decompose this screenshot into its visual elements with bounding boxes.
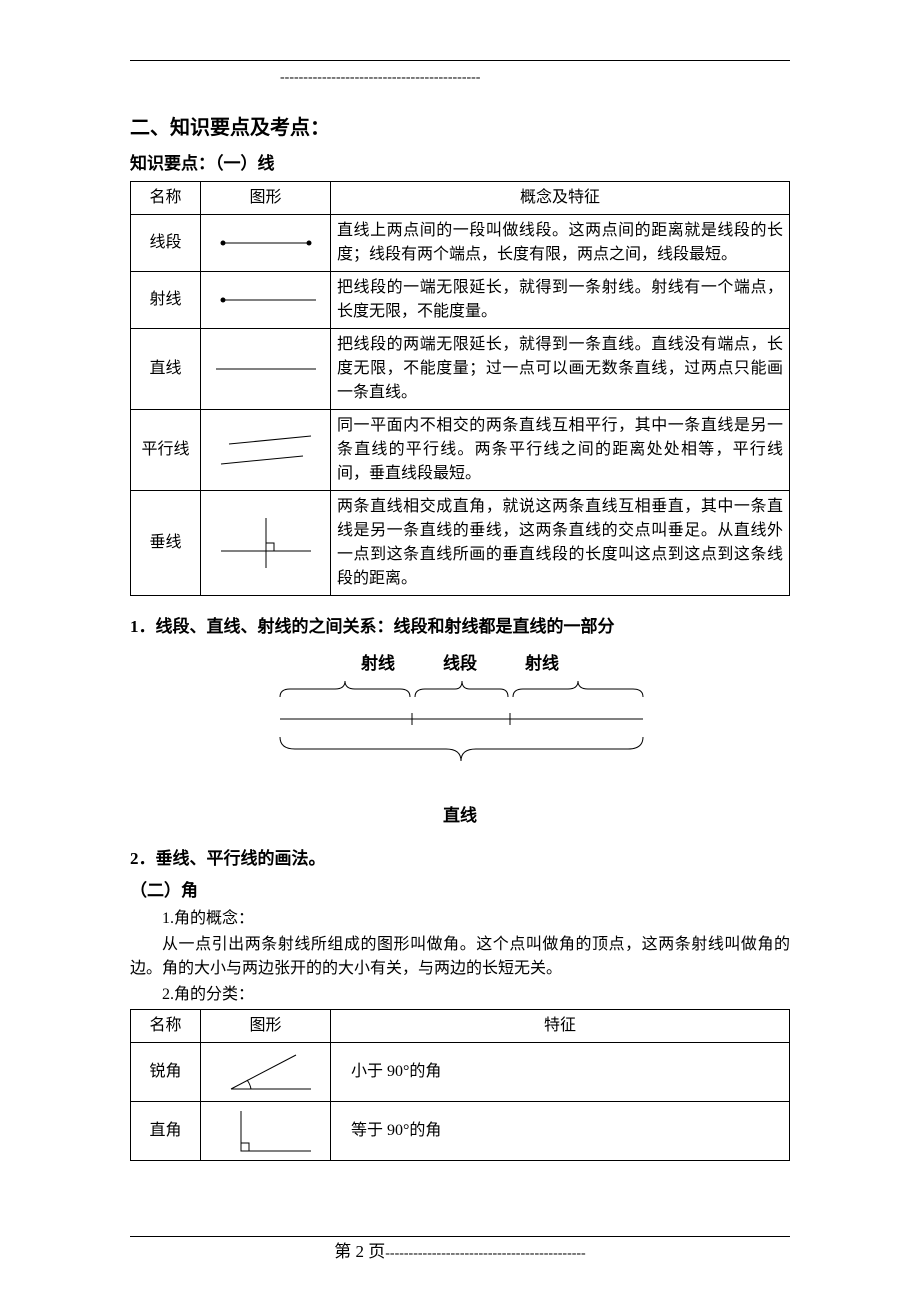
page: ----------------------------------------… bbox=[0, 0, 920, 1302]
row-desc: 两条直线相交成直角，就说这两条直线互相垂直，其中一条直线是另一条直线的垂线，这两… bbox=[331, 490, 790, 595]
row-desc: 把线段的一端无限延长，就得到一条射线。射线有一个端点，长度无限，不能度量。 bbox=[331, 271, 790, 328]
th-name: 名称 bbox=[131, 181, 201, 214]
row-name: 直角 bbox=[131, 1102, 201, 1161]
relation-title: 1．线段、直线、射线的之间关系：线段和射线都是直线的一部分 bbox=[130, 614, 790, 640]
row-name: 垂线 bbox=[131, 490, 201, 595]
th-desc: 概念及特征 bbox=[331, 181, 790, 214]
brace-label: 线段 bbox=[443, 651, 477, 677]
line-icon bbox=[201, 328, 331, 409]
th-desc: 特征 bbox=[331, 1010, 790, 1043]
kp1-label: 知识要点：（一）线 bbox=[130, 151, 790, 177]
ray-icon bbox=[201, 271, 331, 328]
line-relation-diagram: 射线 线段 射线 直线 bbox=[130, 651, 790, 828]
footer-dashes: ----------------------------------------… bbox=[385, 1246, 585, 1261]
row-name: 射线 bbox=[131, 271, 201, 328]
header-dashes: ----------------------------------------… bbox=[280, 67, 790, 85]
line-bottom-label: 直线 bbox=[130, 803, 790, 829]
th-fig: 图形 bbox=[201, 1010, 331, 1043]
table-header-row: 名称 图形 特征 bbox=[131, 1010, 790, 1043]
angle-def-text: 从一点引出两条射线所组成的图形叫做角。这个点叫做角的顶点，这两条射线叫做角的边。… bbox=[130, 933, 790, 981]
footer-text: 第 2 页-----------------------------------… bbox=[130, 1239, 790, 1265]
p2-title: 2．垂线、平行线的画法。 bbox=[130, 846, 790, 872]
acute-angle-icon bbox=[201, 1043, 331, 1102]
row-desc: 把线段的两端无限延长，就得到一条直线。直线没有端点，长度无限，不能度量；过一点可… bbox=[331, 328, 790, 409]
row-name: 线段 bbox=[131, 214, 201, 271]
row-desc: 小于 90°的角 bbox=[331, 1043, 790, 1102]
table-row: 垂线 两条直线相交成直角，就说这两条直线互相垂直，其中一条直线是另一条直线的垂线… bbox=[131, 490, 790, 595]
th-name: 名称 bbox=[131, 1010, 201, 1043]
brace-diagram-icon bbox=[250, 679, 670, 789]
row-name: 锐角 bbox=[131, 1043, 201, 1102]
angle-def-label: 1.角的概念： bbox=[130, 907, 790, 931]
brace-label: 射线 bbox=[525, 651, 559, 677]
table-row: 射线 把线段的一端无限延长，就得到一条射线。射线有一个端点，长度无限，不能度量。 bbox=[131, 271, 790, 328]
row-desc: 直线上两点间的一段叫做线段。这两点间的距离就是线段的长度；线段有两个端点，长度有… bbox=[331, 214, 790, 271]
table-row: 平行线 同一平面内不相交的两条直线互相平行，其中一条直线是另一条直线的平行线。两… bbox=[131, 409, 790, 490]
top-rule bbox=[130, 60, 790, 61]
row-desc: 同一平面内不相交的两条直线互相平行，其中一条直线是另一条直线的平行线。两条平行线… bbox=[331, 409, 790, 490]
perpendicular-icon bbox=[201, 490, 331, 595]
row-name: 平行线 bbox=[131, 409, 201, 490]
footer-rule bbox=[130, 1236, 790, 1237]
th-fig: 图形 bbox=[201, 181, 331, 214]
brace-label-row: 射线 线段 射线 bbox=[130, 651, 790, 677]
footer: 第 2 页-----------------------------------… bbox=[130, 1236, 790, 1265]
table-row: 直线 把线段的两端无限延长，就得到一条直线。直线没有端点，长度无限，不能度量；过… bbox=[131, 328, 790, 409]
table-angles: 名称 图形 特征 锐角 小于 90°的角 直角 等于 90°的角 bbox=[130, 1009, 790, 1161]
right-angle-icon bbox=[201, 1102, 331, 1161]
table-row: 直角 等于 90°的角 bbox=[131, 1102, 790, 1161]
brace-label: 射线 bbox=[361, 651, 395, 677]
row-name: 直线 bbox=[131, 328, 201, 409]
table-lines: 名称 图形 概念及特征 线段 直线上两点间的一段叫做线段。这两点间的距离就是线段… bbox=[130, 181, 790, 596]
table-header-row: 名称 图形 概念及特征 bbox=[131, 181, 790, 214]
table-row: 锐角 小于 90°的角 bbox=[131, 1043, 790, 1102]
parallel-icon bbox=[201, 409, 331, 490]
page-number: 第 2 页 bbox=[334, 1242, 385, 1261]
row-desc: 等于 90°的角 bbox=[331, 1102, 790, 1161]
sec2-title: （二）角 bbox=[130, 878, 790, 904]
section-title: 二、知识要点及考点： bbox=[130, 113, 790, 143]
segment-icon bbox=[201, 214, 331, 271]
table-row: 线段 直线上两点间的一段叫做线段。这两点间的距离就是线段的长度；线段有两个端点，… bbox=[131, 214, 790, 271]
angle-cls-label: 2.角的分类： bbox=[130, 983, 790, 1007]
